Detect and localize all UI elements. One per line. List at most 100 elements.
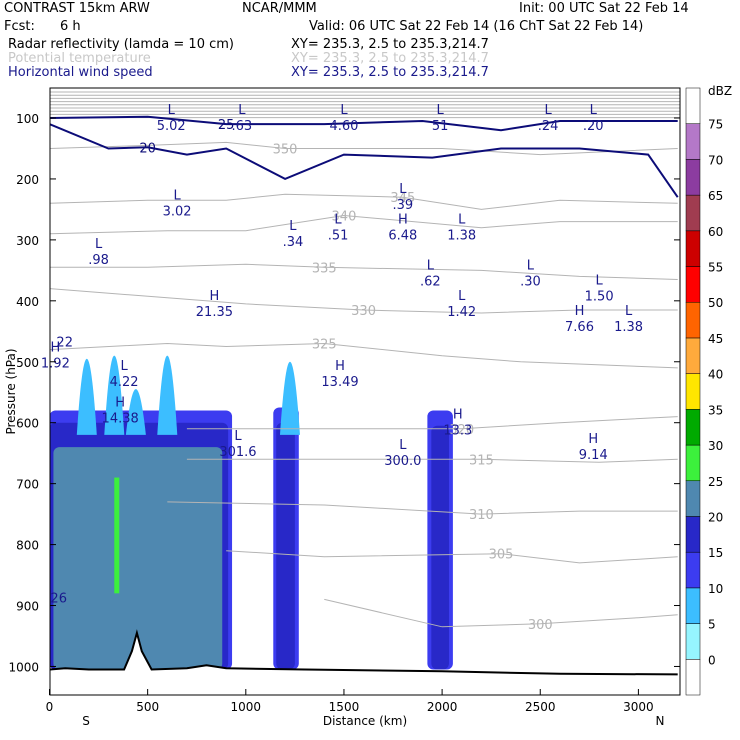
y-tick-label: 200 [16,173,39,187]
center-name: NCAR/MMM [242,1,317,16]
colorbar-swatch [685,444,701,482]
init-time: Init: 00 UTC Sat 22 Feb 14 [519,1,689,16]
colorbar-swatch [685,480,701,517]
extremum-value: 21.35 [196,305,233,320]
colorbar-label: 60 [708,225,723,239]
edge-label: 26 [50,591,67,606]
extremum-value: 301.6 [219,445,256,460]
field-theta-xy: XY= 235.3, 2.5 to 235.3,214.7 [291,51,489,66]
extremum-value: 300.0 [384,454,421,469]
extremum-letter: L [340,103,348,118]
colorbar-swatch [685,409,701,446]
colorbar-swatch [685,87,701,124]
extremum-letter: L [168,103,176,118]
colorbar-label: 55 [708,261,723,275]
colorbar-swatch [685,159,701,196]
extremum-value: 6.48 [388,229,417,244]
extremum-value: .34 [283,235,304,250]
terrain-fill [50,632,680,695]
colorbar-swatch [685,373,701,410]
colorbar-label: 35 [708,403,723,417]
extremum-value: 1.92 [41,357,70,372]
extremum-letter: L [120,359,128,374]
theta-contour-label: 345 [390,191,415,206]
extremum-value: 4.22 [110,375,139,390]
extremum-value: 4.60 [329,119,358,134]
colorbar-label: 20 [708,510,723,524]
x-tick-label: 2500 [525,700,556,714]
y-tick-label: 100 [16,112,39,126]
extremum-letter: H [335,359,345,374]
extremum-value: 1.38 [614,320,643,335]
colorbar-label: 75 [708,118,723,132]
colorbar-label: 70 [708,153,723,167]
y-tick-label: 600 [16,417,39,431]
fcst-label: Fcst: [4,19,35,34]
y-tick-label: 700 [16,478,39,492]
extremum-value: 7.66 [565,320,594,335]
reflectivity-cell [53,447,223,670]
colorbar-swatch [685,516,701,553]
extremum-value: .62 [420,274,441,289]
extremum-letter: L [458,289,466,304]
reflectivity-cell [431,425,449,670]
wind-contour [50,115,678,132]
extremum-letter: L [527,258,535,273]
x-end-right: N [656,714,665,728]
theta-contour [186,416,678,430]
x-tick-label: 500 [136,700,159,714]
theta-contour [226,550,678,564]
wind-contour-label: 25 [218,118,235,133]
y-tick-label: 1000 [8,660,39,674]
extremum-letter: H [588,432,598,447]
x-tick-label: 1000 [231,700,262,714]
extremum-letter: H [210,289,220,304]
colorbar-swatch [685,123,701,160]
theta-contour [50,214,678,235]
colorbar-label: 65 [708,189,723,203]
extremum-value: .63 [232,119,253,134]
reflectivity-spike [279,361,300,435]
extremum-letter: L [590,103,598,118]
extremum-value: .51 [328,229,349,244]
theta-contour-label: 350 [273,142,298,157]
colorbar-label: 50 [708,296,723,310]
x-end-left: S [82,714,90,728]
colorbar-label: 0 [708,653,716,667]
valid-time: Valid: 06 UTC Sat 22 Feb 14 (16 ChT Sat … [309,19,644,34]
colorbar-label: 10 [708,582,723,596]
colorbar-label: 25 [708,475,723,489]
extremum-letter: L [289,219,297,234]
reflectivity-spike [76,358,97,435]
extremum-letter: L [334,213,342,228]
field-wind-xy: XY= 235.3, 2.5 to 235.3,214.7 [291,65,489,80]
field-wind: Horizontal wind speed [8,65,153,80]
extremum-letter: L [95,237,103,252]
colorbar-swatch [685,659,701,696]
extremum-value: .30 [520,274,541,289]
reflectivity-spike [125,389,146,435]
x-tick-label: 3000 [623,700,654,714]
reflectivity-spike [104,355,125,435]
extremum-letter: H [115,396,125,411]
theta-contour [50,342,678,369]
theta-contour-label: 340 [332,210,357,225]
extremum-value: 1.42 [447,305,476,320]
extremum-value: 51 [432,119,449,134]
extremum-value: 13.49 [321,375,358,390]
y-tick-label: 900 [16,600,39,614]
theta-contour [50,288,678,314]
colorbar-swatch [685,587,701,624]
colorbar-swatch [685,551,701,589]
colorbar-label: 30 [708,439,723,453]
colorbar-unit: dBZ [708,84,732,98]
colorbar-label: 5 [708,618,716,632]
extremum-letter: L [399,182,407,197]
x-tick-label: 2000 [427,700,458,714]
extremum-letter: L [437,103,445,118]
x-tick-label: 1500 [329,700,360,714]
colorbar-swatch [685,623,701,660]
wind-contour-label: 20 [139,141,156,156]
extremum-value: 1.50 [585,290,614,305]
